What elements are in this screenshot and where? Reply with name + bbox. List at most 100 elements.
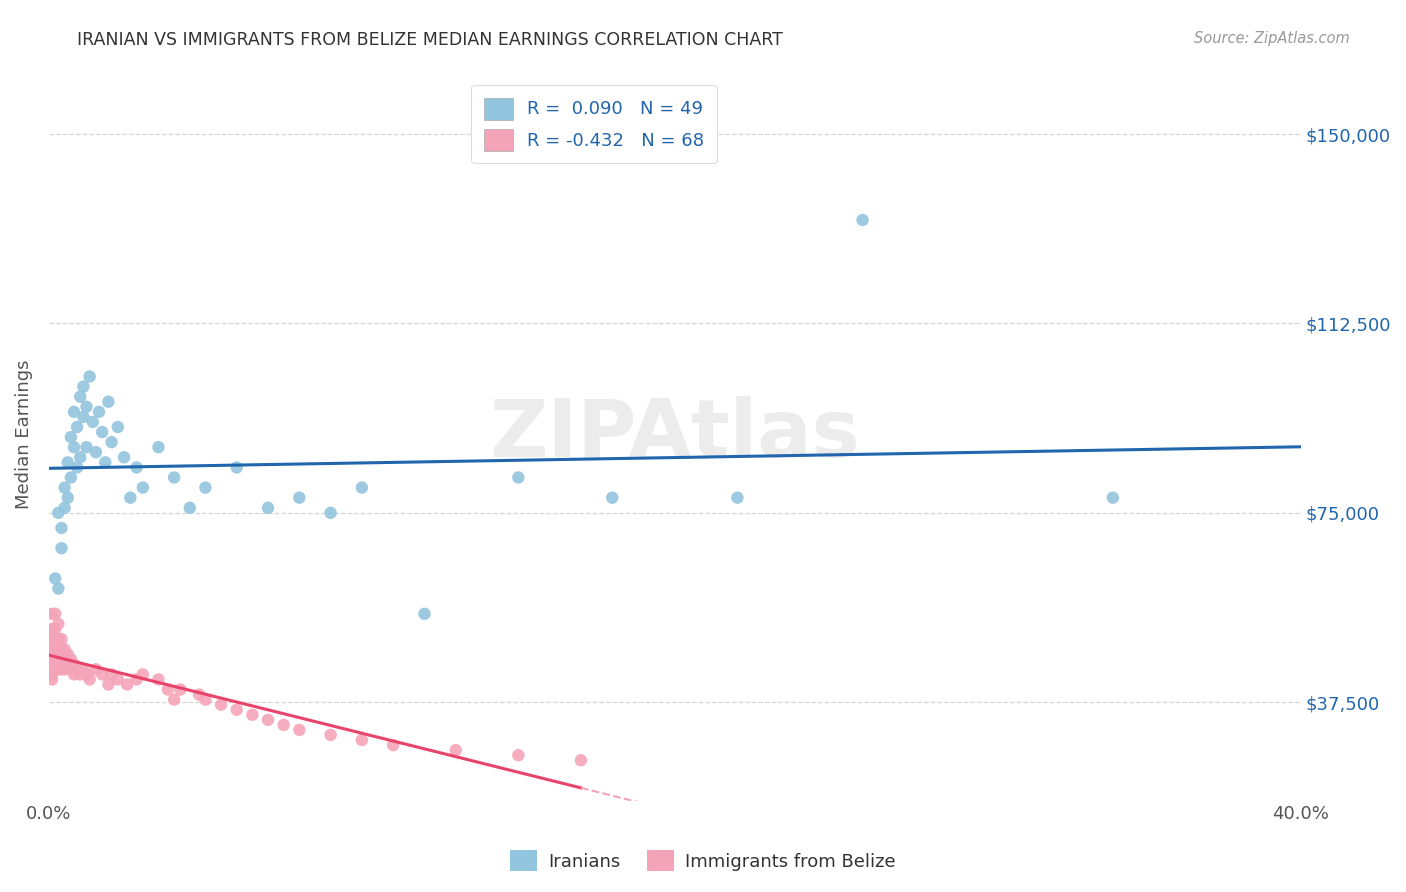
Point (72, 409, 94, 424)
Point (725, 491, 748, 505)
Point (91, 667, 114, 681)
Point (257, 713, 280, 727)
Point (444, 743, 467, 757)
Point (66, 460, 89, 475)
Point (48, 657, 70, 672)
Point (48, 662, 70, 676)
Point (48, 616, 70, 631)
Point (84, 445, 107, 459)
Point (225, 703, 247, 717)
Point (51, 541, 73, 556)
Point (48, 652, 70, 666)
Point (97, 394, 120, 409)
Point (100, 667, 122, 681)
Point (63, 440, 86, 454)
Point (100, 435, 122, 450)
Point (51, 642, 73, 657)
Point (56, 647, 79, 661)
Point (41, 607, 63, 621)
Point (163, 692, 186, 706)
Y-axis label: Median Earnings: Median Earnings (15, 359, 32, 509)
Point (56, 491, 79, 505)
Point (44, 647, 66, 661)
Legend: Iranians, Immigrants from Belize: Iranians, Immigrants from Belize (503, 843, 903, 879)
Point (382, 738, 405, 752)
Point (41, 622, 63, 636)
Point (53, 481, 76, 495)
Point (48, 647, 70, 661)
Point (44, 607, 66, 621)
Point (48, 582, 70, 596)
Point (148, 440, 170, 454)
Point (125, 673, 148, 687)
Point (179, 500, 201, 515)
Point (41, 642, 63, 657)
Point (194, 692, 217, 706)
Point (112, 450, 135, 465)
Point (51, 521, 73, 535)
Point (288, 491, 311, 505)
Point (76, 667, 98, 681)
Point (194, 481, 217, 495)
Point (48, 506, 70, 520)
Point (148, 673, 170, 687)
Point (600, 491, 623, 505)
Point (107, 673, 129, 687)
Point (350, 733, 373, 747)
Point (107, 420, 129, 434)
Point (66, 662, 89, 676)
Point (132, 481, 155, 495)
Point (1102, 491, 1125, 505)
Point (44, 657, 66, 672)
Point (51, 652, 73, 666)
Point (188, 688, 211, 702)
Point (44, 642, 66, 657)
Point (79, 369, 101, 384)
Point (63, 405, 86, 419)
Point (59, 430, 82, 444)
Point (44, 572, 66, 586)
Point (209, 698, 232, 712)
Point (156, 682, 179, 697)
Point (79, 673, 101, 687)
Point (41, 662, 63, 676)
Point (59, 470, 82, 484)
Text: Source: ZipAtlas.com: Source: ZipAtlas.com (1194, 31, 1350, 46)
Point (59, 652, 82, 666)
Point (169, 682, 191, 697)
Point (56, 455, 79, 469)
Point (69, 667, 91, 681)
Point (508, 748, 530, 763)
Point (288, 723, 311, 737)
Point (53, 662, 76, 676)
Point (94, 455, 117, 469)
Point (56, 657, 79, 672)
Point (97, 677, 120, 691)
Point (53, 642, 76, 657)
Point (125, 460, 148, 475)
Point (413, 607, 436, 621)
Text: IRANIAN VS IMMIGRANTS FROM BELIZE MEDIAN EARNINGS CORRELATION CHART: IRANIAN VS IMMIGRANTS FROM BELIZE MEDIAN… (77, 31, 783, 49)
Point (66, 420, 89, 434)
Point (53, 652, 76, 666)
Point (115, 677, 138, 691)
Point (76, 400, 98, 414)
Point (569, 753, 592, 767)
Point (72, 662, 94, 676)
Point (508, 470, 530, 484)
Point (87, 405, 110, 419)
Point (851, 213, 873, 227)
Point (48, 642, 70, 657)
Point (41, 652, 63, 666)
Point (69, 390, 91, 404)
Text: ZIPAtlas: ZIPAtlas (489, 395, 860, 474)
Point (63, 667, 86, 681)
Point (319, 506, 342, 520)
Legend: R =  0.090   N = 49, R = -0.432   N = 68: R = 0.090 N = 49, R = -0.432 N = 68 (471, 85, 717, 163)
Point (53, 500, 76, 515)
Point (41, 667, 63, 681)
Point (51, 632, 73, 646)
Point (63, 657, 86, 672)
Point (44, 662, 66, 676)
Point (273, 718, 295, 732)
